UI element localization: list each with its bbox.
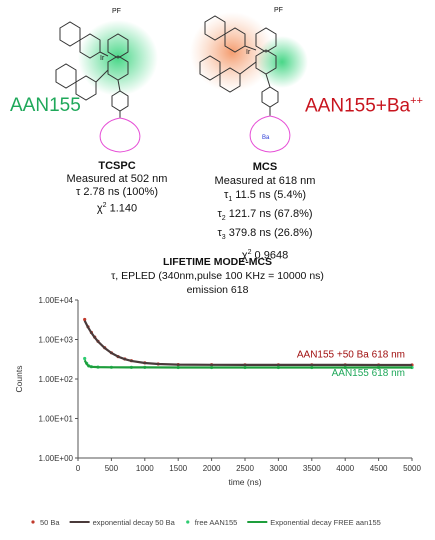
annotation-ba: AAN155 +50 Ba 618 nm [297, 349, 405, 360]
x-tick-label: 500 [105, 464, 119, 473]
right-compound-charge: ++ [410, 95, 423, 107]
decay-chart: 1.00E+00 1.00E+01 1.00E+02 1.00E+03 1.00E+04… [14, 296, 421, 527]
right-orange-glow [190, 12, 274, 92]
mcs-title: MCS [252, 161, 278, 173]
mode-line-1: τ, EPLED (340nm,pulse 100 KHz = 10000 ns… [111, 270, 324, 282]
x-tick-label: 5000 [403, 464, 421, 473]
mcs-tau-2: τ2 121.7 ns (67.8%) [217, 208, 313, 223]
mcs-chi: χ2 0.9648 [241, 248, 289, 262]
mode-title: LIFETIME MODE-MCS [162, 256, 273, 268]
legend-entry: free AAN155 [195, 518, 238, 527]
tcspc-title: TCSPC [98, 160, 136, 172]
right-ir-label: Ir [246, 49, 251, 56]
ba-ion-label: Ba [262, 135, 270, 141]
right-compound-label: AAN155+Ba++ [305, 95, 423, 117]
left-compound-label: AAN155 [10, 95, 81, 116]
right-compound-name: AAN155+Ba [305, 95, 411, 117]
mcs-tau-1: τ1 11.5 ns (5.4%) [223, 189, 307, 204]
right-counter-ion: PF [274, 7, 283, 14]
y-tick-label: 1.00E+03 [39, 336, 74, 345]
y-tick-label: 1.00E+02 [39, 375, 74, 384]
x-tick-label: 3000 [270, 464, 288, 473]
legend-entry: exponential decay 50 Ba [93, 518, 176, 527]
left-counter-ion: PF [112, 8, 121, 15]
mode-line-2: emission 618 [186, 284, 249, 296]
legend-swatch-point [31, 520, 35, 524]
annotation-free: AAN155 618 nm [332, 368, 405, 379]
structures-illustration: Ir PF Ir Ba PF [55, 7, 308, 153]
y-tick-label: 1.00E+04 [39, 296, 74, 305]
x-tick-label: 4500 [370, 464, 388, 473]
x-tick-label: 2000 [203, 464, 221, 473]
x-axis-label: time (ns) [228, 477, 261, 487]
x-tick-label: 4000 [336, 464, 354, 473]
legend-entry: 50 Ba [40, 518, 60, 527]
tcspc-measured: Measured at 502 nm [66, 173, 168, 185]
y-axis-label: Counts [14, 366, 24, 393]
legend-entry: Exponential decay FREE aan155 [270, 518, 381, 527]
data-point [83, 356, 87, 361]
right-molecule [199, 15, 291, 153]
x-tick-label: 0 [76, 464, 81, 473]
tcspc-tau: τ 2.78 ns (100%) [75, 186, 158, 198]
mcs-tau-3: τ3 379.8 ns (26.8%) [217, 227, 313, 242]
y-tick-label: 1.00E+00 [39, 454, 74, 463]
left-ir-label: Ir [100, 55, 105, 62]
mcs-block: MCS Measured at 618 nm τ1 11.5 ns (5.4%)… [200, 160, 330, 262]
series-line-3 [83, 359, 412, 369]
x-tick-label: 1500 [169, 464, 187, 473]
legend-swatch-point [186, 520, 190, 524]
x-tick-label: 1000 [136, 464, 154, 473]
series-line-1 [83, 320, 412, 367]
mcs-measured: Measured at 618 nm [214, 175, 316, 187]
tcspc-block: TCSPC Measured at 502 nm τ 2.78 ns (100%… [52, 160, 182, 216]
right-green-glow [256, 36, 308, 88]
left-molecule [55, 21, 141, 153]
x-tick-label: 2500 [236, 464, 254, 473]
tcspc-chi: χ2 1.140 [96, 202, 138, 215]
y-tick-label: 1.00E+01 [39, 415, 74, 424]
mode-block: LIFETIME MODE-MCS τ, EPLED (340nm,pulse … [40, 255, 395, 297]
x-tick-label: 3500 [303, 464, 321, 473]
